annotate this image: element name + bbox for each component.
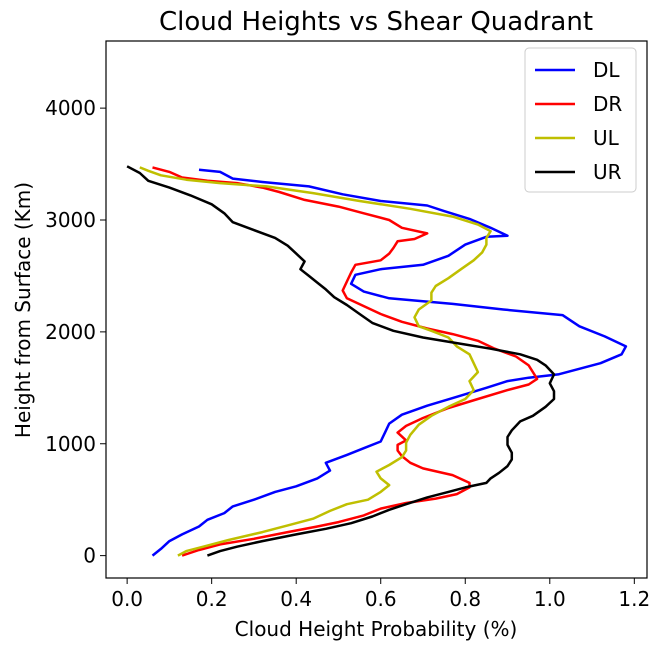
y-axis-label: Height from Surface (Km) — [11, 182, 35, 438]
series-line-ul — [139, 166, 492, 557]
legend-label-dl: DL — [593, 58, 620, 82]
legend-label-dr: DR — [593, 92, 622, 116]
x-tick-label: 0.2 — [196, 587, 228, 611]
chart-title: Cloud Heights vs Shear Quadrant — [159, 7, 593, 37]
x-tick-label: 0.6 — [365, 587, 397, 611]
y-tick-label: 0 — [83, 544, 96, 568]
plot-lines — [126, 165, 628, 557]
y-axis: 0 1000 2000 3000 4000 — [45, 96, 106, 568]
series-line-dl — [151, 168, 628, 557]
legend: DL DR UL UR — [524, 47, 637, 193]
y-tick-label: 2000 — [45, 320, 96, 344]
x-tick-label: 0.8 — [449, 587, 481, 611]
y-tick-label: 1000 — [45, 432, 96, 456]
plot-frame — [105, 40, 648, 579]
y-tick-label: 3000 — [45, 208, 96, 232]
series-line-dr — [152, 166, 539, 557]
x-tick-label: 1.0 — [534, 587, 566, 611]
legend-box — [524, 47, 637, 193]
y-tick-label: 4000 — [45, 96, 96, 120]
x-tick-label: 0.0 — [111, 587, 143, 611]
legend-label-ur: UR — [593, 160, 622, 184]
x-axis-label: Cloud Height Probability (%) — [235, 617, 518, 641]
x-tick-label: 1.2 — [618, 587, 650, 611]
legend-label-ul: UL — [593, 126, 620, 150]
series-line-ur — [126, 165, 556, 557]
x-tick-label: 0.4 — [280, 587, 312, 611]
x-axis: 0.0 0.2 0.4 0.6 0.8 1.0 1.2 — [111, 578, 650, 611]
